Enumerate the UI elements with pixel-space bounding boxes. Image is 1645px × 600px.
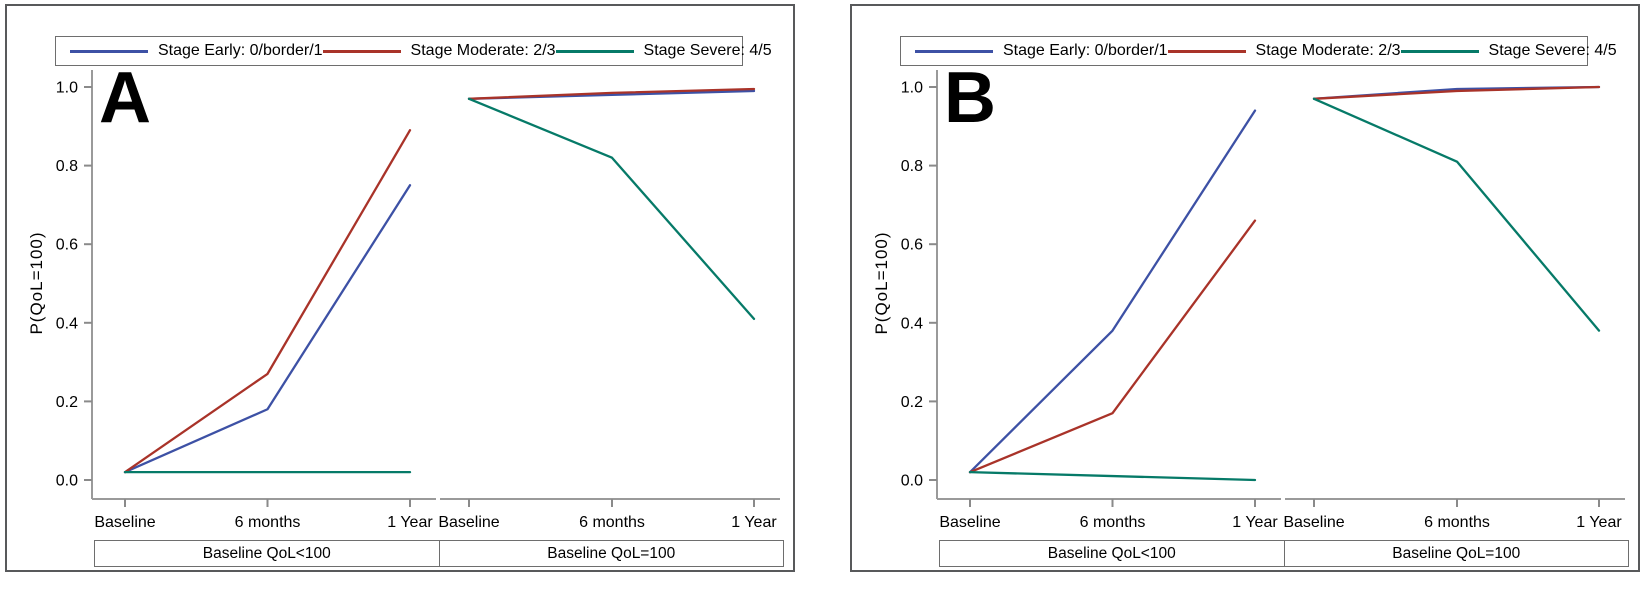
y-tick-label: 1.0 <box>56 80 78 97</box>
legend-entry: Stage Moderate: 2/3 <box>1167 42 1401 60</box>
legend-label: Stage Severe: 4/5 <box>643 42 772 59</box>
y-tick-label: 0.2 <box>56 394 78 411</box>
y-tick-label: 0.6 <box>56 237 78 254</box>
y-tick-label: 0.8 <box>56 158 78 175</box>
series-line <box>968 219 1257 474</box>
x-tick-label: Baseline <box>939 514 1000 531</box>
x-tick-label: 1 Year <box>387 514 433 531</box>
series-line <box>467 87 756 100</box>
x-tick-label: Baseline <box>438 514 499 531</box>
x-tick-label: 6 months <box>235 514 301 531</box>
legend-line-swatch <box>1167 49 1246 53</box>
line-plot-b: 1.0 0.8 0.6 0.4 0.2 0.0 Baseline 6 months 1 Year… <box>901 70 1625 531</box>
y-tick-label: 0.8 <box>901 158 923 175</box>
series-line <box>1312 97 1601 332</box>
x-tick-label: Baseline <box>94 514 155 531</box>
x-tick-label: 1 Year <box>731 514 777 531</box>
y-tick-label: 0.4 <box>56 315 78 332</box>
legend-line-swatch <box>322 49 401 53</box>
panel-letter-a: A <box>99 58 151 138</box>
facet-label-row: Baseline QoL<100 Baseline QoL=100 <box>94 540 784 567</box>
series-line <box>123 129 412 474</box>
legend-label: Stage Moderate: 2/3 <box>1255 42 1401 59</box>
facet-label: Baseline QoL=100 <box>1283 540 1629 567</box>
series-line <box>968 109 1257 474</box>
panel-a: Stage Early: 0/border/1 Stage Moderate: 2… <box>5 4 795 572</box>
x-tick-label: 6 months <box>1424 514 1490 531</box>
line-plot-a: 1.0 0.8 0.6 0.4 0.2 0.0 Baseline 6 months 1 Year… <box>56 70 780 531</box>
y-tick-label: 0.0 <box>901 473 923 490</box>
x-tick-label: 6 months <box>1080 514 1146 531</box>
legend-entry: Stage Moderate: 2/3 <box>322 42 556 60</box>
panel-letter-b: B <box>944 58 996 138</box>
legend-label: Stage Moderate: 2/3 <box>410 42 556 59</box>
x-tick-label: Baseline <box>1283 514 1344 531</box>
series-line <box>968 470 1257 482</box>
legend-label: Stage Severe: 4/5 <box>1488 42 1617 59</box>
facet-label-row: Baseline QoL<100 Baseline QoL=100 <box>939 540 1629 567</box>
y-tick-label: 0.0 <box>56 473 78 490</box>
facet-label: Baseline QoL<100 <box>94 540 440 567</box>
y-tick-label: 0.6 <box>901 237 923 254</box>
legend-entry: Stage Early: 0/border/1 <box>70 42 323 60</box>
series-line <box>467 97 756 321</box>
legend-entry: Stage Severe: 4/5 <box>555 42 772 60</box>
legend-line-swatch <box>1400 49 1479 53</box>
legend-label: Stage Early: 0/border/1 <box>1003 42 1168 59</box>
legend-entry: Stage Early: 0/border/1 <box>915 42 1168 60</box>
x-tick-label: 6 months <box>579 514 645 531</box>
y-tick-label: 1.0 <box>901 80 923 97</box>
series-line <box>123 184 412 474</box>
legend-label: Stage Early: 0/border/1 <box>158 42 323 59</box>
legend-entry: Stage Severe: 4/5 <box>1400 42 1617 60</box>
x-tick-label: 1 Year <box>1232 514 1278 531</box>
facet-label: Baseline QoL<100 <box>939 540 1285 567</box>
legend-line-swatch <box>915 49 993 53</box>
legend: Stage Early: 0/border/1 Stage Moderate: 2… <box>55 36 772 66</box>
y-tick-label: 0.4 <box>901 315 923 332</box>
facet-label: Baseline QoL=100 <box>438 540 784 567</box>
series-line <box>1312 85 1601 100</box>
legend-line-swatch <box>555 49 634 53</box>
y-tick-label: 0.2 <box>901 394 923 411</box>
legend-line-swatch <box>70 49 148 53</box>
x-tick-label: 1 Year <box>1576 514 1622 531</box>
legend: Stage Early: 0/border/1 Stage Moderate: 2… <box>900 36 1617 66</box>
panel-b: Stage Early: 0/border/1 Stage Moderate: 2… <box>850 4 1640 572</box>
